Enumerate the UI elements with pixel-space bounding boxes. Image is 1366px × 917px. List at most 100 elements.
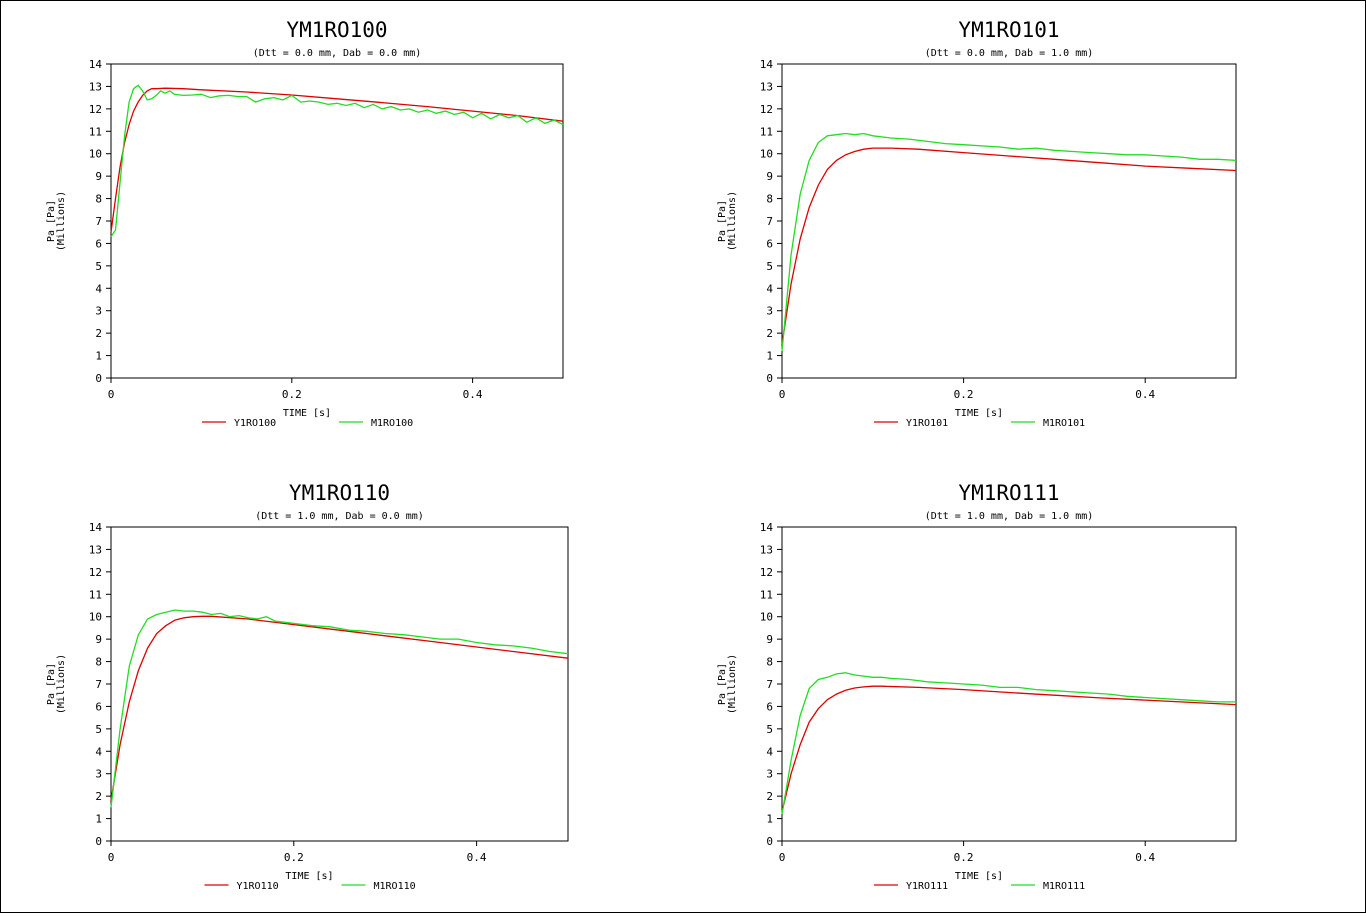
x-tick-label: 0.2 — [282, 388, 302, 401]
series-line-m1ro101 — [781, 132, 1237, 352]
x-tick-label: 0.2 — [284, 851, 304, 864]
series-line-m1ro100 — [110, 84, 564, 238]
legend-label: Y1RO101 — [906, 418, 948, 429]
y-axis-unit: (Millions) — [727, 654, 738, 714]
y-tick-label: 12 — [760, 103, 773, 116]
y-tick-label: 7 — [95, 215, 102, 228]
y-axis-label: Pa [Pa] — [717, 200, 728, 242]
chart-panel-4: YM1RO111 (Dtt = 1.0 mm, Dab = 1.0 mm) 0 12 3… — [717, 481, 1237, 892]
chart-panel-3: YM1RO110(Dtt = 1.0 mm, Dab = 0.0 mm)0123… — [46, 481, 569, 892]
y-tick-label: 3 — [766, 768, 773, 781]
y-tick-label: 10 — [89, 611, 102, 624]
y-tick-label: 8 — [766, 193, 773, 206]
series-line-y1ro101 — [781, 147, 1237, 345]
y-tick-label: 13 — [760, 543, 773, 556]
plot-area — [110, 63, 564, 379]
chart-subtitle: (Dtt = 0.0 mm, Dab = 0.0 mm) — [253, 48, 422, 59]
y-tick-label: 9 — [766, 170, 773, 183]
y-tick-label: 10 — [760, 148, 773, 161]
y-tick-label: 6 — [766, 237, 773, 250]
y-tick-label: 4 — [95, 282, 102, 295]
y-tick-label: 14 — [89, 58, 103, 71]
y-tick-label: 3 — [95, 305, 102, 318]
chart-subtitle: (Dtt = 1.0 mm, Dab = 0.0 mm) — [255, 511, 424, 522]
series-line-m1ro111 — [781, 672, 1236, 815]
y-tick-label: 14 — [760, 521, 774, 534]
y-axis-label: Pa [Pa] — [46, 663, 57, 705]
y-tick-label: 0 — [766, 835, 773, 848]
legend-label: M1RO110 — [374, 881, 416, 892]
y-tick-label: 2 — [95, 790, 102, 803]
plot-area — [110, 526, 569, 842]
x-tick-label: 0.2 — [954, 388, 974, 401]
y-tick-label: 6 — [95, 237, 102, 250]
x-tick-label: 0.4 — [1135, 851, 1155, 864]
y-tick-label: 13 — [760, 80, 773, 93]
y-tick-label: 5 — [95, 260, 102, 273]
x-axis-label: TIME [s] — [955, 408, 1003, 419]
y-tick-label: 11 — [89, 588, 102, 601]
x-tick-label: 0.4 — [1135, 388, 1155, 401]
legend: Y1RO101 M1RO101 — [874, 418, 1085, 429]
y-axis-label: Pa [Pa] — [717, 663, 728, 705]
plot-area — [781, 63, 1237, 379]
y-tick-label: 12 — [760, 566, 773, 579]
y-axis-unit: (Millions) — [727, 191, 738, 251]
x-tick-label: 0.2 — [954, 851, 974, 864]
chart-subtitle: (Dtt = 1.0 mm, Dab = 1.0 mm) — [925, 511, 1094, 522]
x-tick-label: 0 — [108, 388, 115, 401]
y-tick-label: 14 — [89, 521, 103, 534]
y-tick-label: 4 — [95, 745, 102, 758]
series-line-y1ro110 — [110, 615, 569, 801]
y-tick-label: 9 — [766, 633, 773, 646]
y-tick-label: 7 — [95, 678, 102, 691]
y-tick-label: 1 — [95, 350, 102, 363]
y-tick-label: 6 — [95, 700, 102, 713]
legend: Y1RO100 M1RO100 — [202, 418, 413, 429]
legend-label: Y1RO111 — [906, 881, 948, 892]
y-tick-label: 3 — [95, 768, 102, 781]
y-tick-label: 9 — [95, 170, 102, 183]
y-tick-label: 0 — [95, 372, 102, 385]
y-tick-label: 3 — [766, 305, 773, 318]
x-axis-label: TIME [s] — [283, 408, 331, 419]
y-tick-label: 2 — [766, 327, 773, 340]
y-tick-label: 9 — [95, 633, 102, 646]
legend-label: M1RO111 — [1043, 881, 1085, 892]
x-tick-label: 0 — [779, 851, 786, 864]
legend-label: M1RO100 — [371, 418, 413, 429]
y-tick-label: 6 — [766, 700, 773, 713]
y-tick-label: 5 — [766, 260, 773, 273]
y-tick-label: 0 — [95, 835, 102, 848]
y-tick-label: 12 — [89, 566, 102, 579]
chart-panel-2: YM1RO101(Dtt = 0.0 mm, Dab = 1.0 mm)0123… — [717, 18, 1237, 429]
y-tick-label: 1 — [766, 813, 773, 826]
y-tick-label: 13 — [89, 80, 102, 93]
y-axis-label: Pa [Pa] — [46, 200, 57, 242]
legend: Y1RO111 M1RO111 — [874, 881, 1085, 892]
x-axis-label: TIME [s] — [285, 871, 333, 882]
plot-area — [781, 526, 1237, 842]
y-tick-label: 11 — [89, 125, 102, 138]
x-tick-label: 0 — [779, 388, 786, 401]
x-tick-label: 0 — [108, 851, 115, 864]
y-tick-label: 1 — [95, 813, 102, 826]
y-tick-label: 12 — [89, 103, 102, 116]
y-axis-unit: (Millions) — [56, 191, 67, 251]
chart-title: YM1RO111 — [958, 481, 1059, 505]
chart-title: YM1RO100 — [286, 18, 387, 42]
y-tick-label: 5 — [766, 723, 773, 736]
y-tick-label: 2 — [95, 327, 102, 340]
y-tick-label: 7 — [766, 215, 773, 228]
legend-label: Y1RO100 — [234, 418, 276, 429]
y-tick-label: 4 — [766, 745, 773, 758]
chart-title: YM1RO110 — [289, 481, 390, 505]
y-tick-label: 8 — [95, 193, 102, 206]
series-line-y1ro100 — [110, 87, 564, 233]
y-tick-label: 7 — [766, 678, 773, 691]
y-tick-label: 13 — [89, 543, 102, 556]
y-tick-label: 5 — [95, 723, 102, 736]
series-line-m1ro110 — [110, 609, 569, 808]
